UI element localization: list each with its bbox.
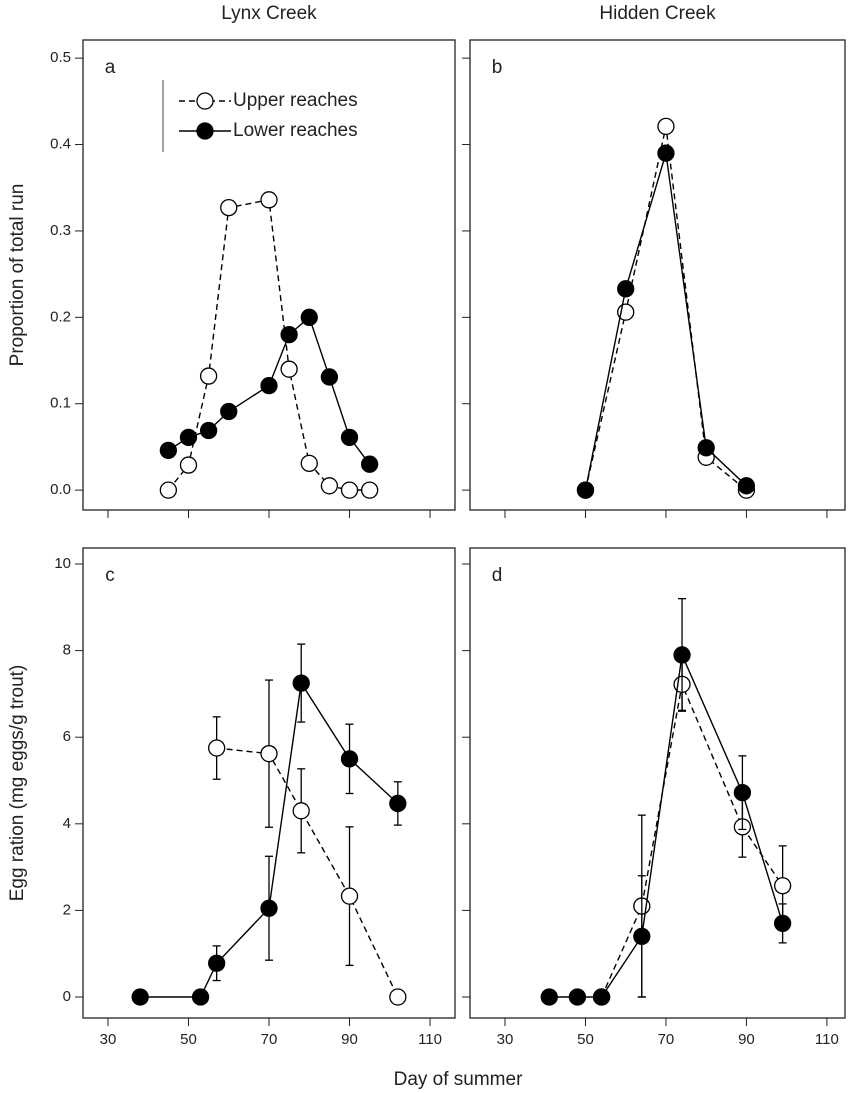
point — [568, 988, 587, 1006]
point — [260, 899, 278, 917]
x-tick-label: 70 — [658, 1031, 675, 1048]
point — [199, 367, 218, 385]
point — [733, 783, 752, 802]
panel-letter: b — [492, 57, 503, 78]
point — [260, 376, 278, 395]
legend-label: Lower reaches — [233, 120, 358, 141]
point — [592, 988, 611, 1006]
point — [389, 794, 407, 813]
y-tick-label: 0.3 — [50, 222, 71, 239]
point — [179, 456, 198, 474]
point — [159, 441, 178, 460]
point — [360, 481, 379, 499]
y-tick-label: 4 — [63, 815, 71, 832]
point — [773, 877, 792, 895]
x-tick-label: 50 — [180, 1031, 197, 1048]
panel-letter: d — [492, 565, 503, 586]
point — [292, 802, 310, 820]
x-tick-label: 50 — [577, 1031, 594, 1048]
point — [340, 428, 359, 447]
y-axis-label: Proportion of total run — [7, 184, 28, 367]
point — [260, 745, 278, 763]
y-tick-label: 2 — [63, 901, 71, 918]
panel-letter: a — [105, 57, 116, 78]
y-tick-label: 0 — [63, 988, 71, 1005]
point — [389, 988, 407, 1006]
point — [697, 439, 715, 457]
point — [320, 477, 339, 495]
point — [208, 954, 226, 972]
point — [657, 144, 675, 162]
point — [300, 308, 318, 326]
y-tick-label: 0.1 — [50, 395, 71, 412]
point — [280, 325, 298, 344]
point — [292, 674, 310, 692]
column-title: Lynx Creek — [221, 3, 317, 24]
series-line — [167, 316, 371, 465]
y-tick-label: 10 — [54, 555, 71, 572]
x-tick-label: 70 — [261, 1031, 278, 1048]
point — [576, 481, 595, 499]
point — [340, 481, 359, 499]
point — [737, 477, 756, 495]
y-tick-label: 0.4 — [50, 136, 71, 153]
panel-letter: c — [105, 565, 115, 586]
x-tick-label: 30 — [497, 1031, 514, 1048]
point — [340, 750, 359, 768]
point — [657, 117, 675, 136]
point — [208, 739, 226, 757]
point — [300, 454, 318, 472]
x-tick-label: 90 — [738, 1031, 755, 1048]
panel-frame — [469, 39, 846, 511]
x-tick-label: 90 — [341, 1031, 358, 1048]
point — [673, 646, 691, 664]
y-tick-label: 0.0 — [50, 481, 71, 498]
point — [159, 481, 178, 499]
point — [191, 988, 210, 1006]
y-tick-label: 6 — [63, 728, 71, 745]
x-tick-label: 30 — [100, 1031, 117, 1048]
point — [260, 191, 278, 209]
y-tick-label: 0.2 — [50, 308, 71, 325]
point — [199, 421, 218, 440]
y-tick-label: 8 — [63, 642, 71, 659]
series-line — [584, 126, 747, 491]
legend-marker — [196, 122, 214, 140]
y-axis-label: Egg ration (mg eggs/g trout) — [7, 665, 28, 902]
point — [340, 887, 359, 905]
point — [540, 988, 558, 1006]
point — [320, 368, 339, 386]
y-tick-label: 0.5 — [50, 49, 71, 66]
x-tick-label: 110 — [815, 1031, 839, 1048]
point — [179, 428, 198, 447]
series-line — [167, 199, 370, 491]
legend-label: Upper reaches — [233, 90, 358, 111]
series-line — [216, 747, 399, 998]
x-axis-label: Day of summer — [394, 1069, 523, 1090]
x-tick-label: 110 — [418, 1031, 442, 1048]
legend-marker — [196, 92, 214, 110]
series-line — [584, 152, 747, 491]
point — [220, 198, 238, 217]
point — [773, 914, 792, 933]
panel-frame — [469, 547, 846, 1019]
point — [131, 988, 149, 1006]
column-title: Hidden Creek — [599, 3, 716, 24]
point — [617, 280, 635, 298]
point — [633, 927, 651, 946]
point — [220, 402, 238, 421]
series-line — [600, 681, 784, 998]
point — [280, 360, 298, 378]
point — [360, 455, 379, 473]
